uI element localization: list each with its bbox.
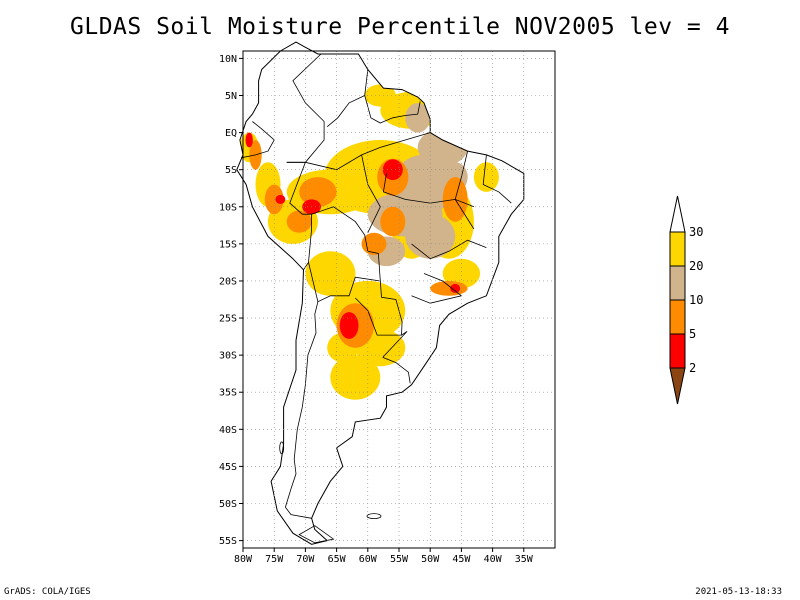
legend-cap-above — [669, 195, 686, 233]
country-border — [305, 132, 431, 171]
lat-tick-label: 5N — [225, 91, 237, 102]
footer-credit: GrADS: COLA/IGES — [4, 587, 91, 597]
percentile-region — [382, 159, 403, 181]
footer-timestamp: 2021-05-13-18:33 — [695, 587, 782, 597]
percentile-region — [405, 103, 431, 133]
percentile-region — [330, 355, 381, 400]
country-border — [241, 121, 275, 159]
lon-tick-label: 80W — [234, 554, 253, 565]
country-border — [454, 151, 475, 230]
lat-tick-label: 5S — [225, 165, 237, 176]
chiloe-island — [279, 441, 285, 455]
lat-tick-label: 45S — [219, 462, 237, 473]
percentile-region — [245, 132, 253, 148]
country-border — [482, 154, 512, 204]
legend-swatch — [669, 333, 686, 369]
legend-label: 10 — [689, 293, 703, 307]
percentile-region — [380, 206, 406, 237]
country-border — [382, 173, 475, 208]
lat-tick-label: 40S — [219, 425, 237, 436]
tierra-del-fuego — [298, 525, 335, 544]
lon-tick-label: 70W — [296, 554, 315, 565]
percentile-region — [275, 194, 286, 204]
country-border — [411, 239, 487, 260]
lon-tick-label: 55W — [390, 554, 409, 565]
lat-tick-label: 20S — [219, 276, 237, 287]
lat-tick-label: 35S — [219, 388, 237, 399]
percentile-region — [299, 177, 337, 207]
legend-swatch — [669, 265, 686, 301]
percentile-region — [450, 283, 461, 293]
legend-swatch — [669, 299, 686, 335]
lon-tick-label: 40W — [484, 554, 503, 565]
coastline-layer — [236, 41, 525, 545]
latitude-ticks: 10N 5N EQ 5S 10S 15S 20S 25S 30S 35S 40S 45S 50S 55S — [219, 54, 243, 547]
country-border — [326, 95, 365, 128]
longitude-ticks: 80W 75W 70W 65W 60W 55W 50W 45W 40W 35W — [234, 548, 534, 565]
country-border — [364, 69, 421, 124]
lon-tick-label: 65W — [328, 554, 347, 565]
percentile-region — [405, 214, 456, 259]
lon-tick-label: 35W — [515, 554, 534, 565]
lon-tick-label: 45W — [452, 554, 471, 565]
country-border — [382, 331, 408, 358]
country-border — [286, 53, 325, 163]
lon-tick-label: 50W — [421, 554, 440, 565]
lon-tick-label: 60W — [359, 554, 378, 565]
lat-tick-label: 55S — [219, 536, 237, 547]
lat-tick-label: 10N — [219, 54, 237, 65]
lat-tick-label: 50S — [219, 499, 237, 510]
percentile-region — [442, 258, 481, 289]
country-border — [361, 154, 381, 233]
country-border — [308, 206, 381, 303]
percentile-region — [430, 281, 468, 296]
legend-label: 5 — [689, 327, 696, 341]
country-border — [286, 161, 313, 271]
lon-tick-label: 75W — [265, 554, 284, 565]
lat-tick-label: EQ — [225, 128, 237, 139]
lat-tick-label: 10S — [219, 202, 237, 213]
coastline — [236, 41, 525, 545]
map-title: GLDAS Soil Moisture Percentile NOV2005 l… — [70, 14, 730, 40]
lat-tick-label: 15S — [219, 239, 237, 250]
legend-label: 2 — [689, 361, 696, 375]
country-border — [355, 280, 403, 336]
falkland-islands — [366, 513, 382, 519]
legend-cap-below — [669, 367, 686, 405]
lat-tick-label: 25S — [219, 314, 237, 325]
percentile-region — [364, 84, 396, 107]
color-legend: 30 20 10 5 2 — [669, 195, 703, 405]
country-border — [382, 357, 411, 384]
percentile-region — [473, 162, 499, 192]
legend-label: 20 — [689, 259, 703, 273]
soil-moisture-fill-layer — [239, 84, 499, 400]
legend-swatch — [669, 231, 686, 267]
lat-tick-label: 30S — [219, 351, 237, 362]
country-border — [284, 301, 319, 519]
legend-label: 30 — [689, 225, 703, 239]
percentile-region — [305, 251, 356, 296]
percentile-region — [339, 312, 359, 339]
